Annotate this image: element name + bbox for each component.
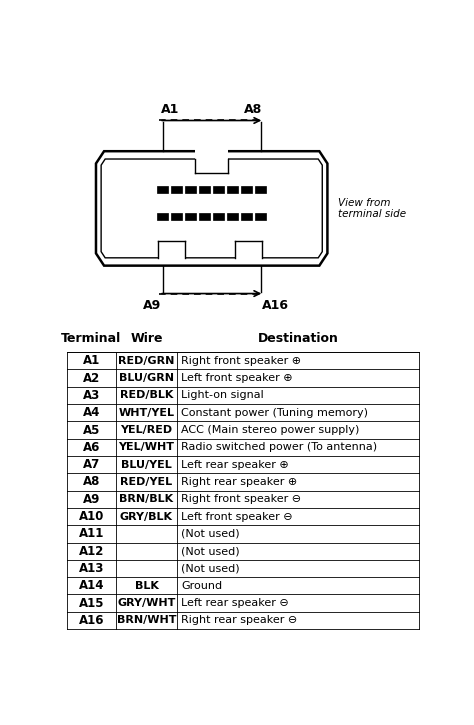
Text: A2: A2 xyxy=(83,372,100,385)
Text: RED/BLK: RED/BLK xyxy=(120,391,173,400)
Text: BLK: BLK xyxy=(135,581,158,591)
Text: BLU/YEL: BLU/YEL xyxy=(121,460,172,470)
Text: A8: A8 xyxy=(244,103,263,116)
Text: A3: A3 xyxy=(83,389,100,402)
Text: Terminal: Terminal xyxy=(61,333,121,346)
Text: A5: A5 xyxy=(82,423,100,436)
Bar xyxy=(199,186,210,193)
Bar xyxy=(199,212,210,220)
Text: A9: A9 xyxy=(143,299,161,312)
Text: ACC (Main stereo power supply): ACC (Main stereo power supply) xyxy=(181,425,360,435)
Text: BRN/BLK: BRN/BLK xyxy=(119,494,173,505)
Text: A9: A9 xyxy=(82,493,100,506)
Text: Ground: Ground xyxy=(181,581,222,591)
Bar xyxy=(227,212,238,220)
Text: A1: A1 xyxy=(161,103,179,116)
Text: Destination: Destination xyxy=(257,333,338,346)
Text: Light-on signal: Light-on signal xyxy=(181,391,264,400)
Text: A15: A15 xyxy=(79,597,104,610)
Bar xyxy=(171,212,182,220)
Text: A4: A4 xyxy=(82,406,100,419)
Bar xyxy=(213,212,224,220)
Text: View from
terminal side: View from terminal side xyxy=(338,198,407,219)
Text: A16: A16 xyxy=(79,614,104,627)
Text: WHT/YEL: WHT/YEL xyxy=(118,407,174,418)
Text: A14: A14 xyxy=(79,579,104,592)
Text: A6: A6 xyxy=(82,441,100,454)
Bar xyxy=(157,186,168,193)
Text: A1: A1 xyxy=(83,355,100,368)
Text: BRN/WHT: BRN/WHT xyxy=(117,616,176,626)
Text: Left front speaker ⊖: Left front speaker ⊖ xyxy=(181,512,293,521)
Text: RED/GRN: RED/GRN xyxy=(118,356,175,366)
Bar xyxy=(157,212,168,220)
Text: (Not used): (Not used) xyxy=(181,563,240,573)
Text: Left front speaker ⊕: Left front speaker ⊕ xyxy=(181,373,293,383)
Text: Wire: Wire xyxy=(130,333,163,346)
Bar xyxy=(255,186,266,193)
Text: Left rear speaker ⊕: Left rear speaker ⊕ xyxy=(181,460,289,470)
Bar xyxy=(241,212,252,220)
Text: A8: A8 xyxy=(82,476,100,489)
Text: A12: A12 xyxy=(79,544,104,558)
Text: A16: A16 xyxy=(263,299,290,312)
Text: Right front speaker ⊕: Right front speaker ⊕ xyxy=(181,356,301,366)
Bar xyxy=(255,212,266,220)
Text: GRY/WHT: GRY/WHT xyxy=(117,598,176,608)
Text: A10: A10 xyxy=(79,510,104,523)
Bar xyxy=(171,186,182,193)
Text: Right rear speaker ⊖: Right rear speaker ⊖ xyxy=(181,616,298,626)
Text: BLU/GRN: BLU/GRN xyxy=(119,373,174,383)
Bar xyxy=(227,186,238,193)
Bar xyxy=(157,239,185,260)
Text: Constant power (Tuning memory): Constant power (Tuning memory) xyxy=(181,407,368,418)
Text: Right front speaker ⊖: Right front speaker ⊖ xyxy=(181,494,301,505)
Text: Right rear speaker ⊕: Right rear speaker ⊕ xyxy=(181,477,298,487)
Text: GRY/BLK: GRY/BLK xyxy=(120,512,173,521)
Text: Radio switched power (To antenna): Radio switched power (To antenna) xyxy=(181,442,377,452)
Text: YEL/WHT: YEL/WHT xyxy=(118,442,174,452)
Text: A13: A13 xyxy=(79,562,104,575)
Text: A7: A7 xyxy=(83,458,100,471)
Text: A11: A11 xyxy=(79,527,104,540)
Bar xyxy=(235,239,262,260)
Text: YEL/RED: YEL/RED xyxy=(120,425,173,435)
Text: (Not used): (Not used) xyxy=(181,546,240,556)
Bar xyxy=(213,186,224,193)
Bar xyxy=(241,186,252,193)
Bar xyxy=(185,186,196,193)
Bar xyxy=(185,212,196,220)
Text: (Not used): (Not used) xyxy=(181,529,240,539)
Text: RED/YEL: RED/YEL xyxy=(120,477,173,487)
Text: Left rear speaker ⊖: Left rear speaker ⊖ xyxy=(181,598,289,608)
Bar xyxy=(195,146,228,165)
